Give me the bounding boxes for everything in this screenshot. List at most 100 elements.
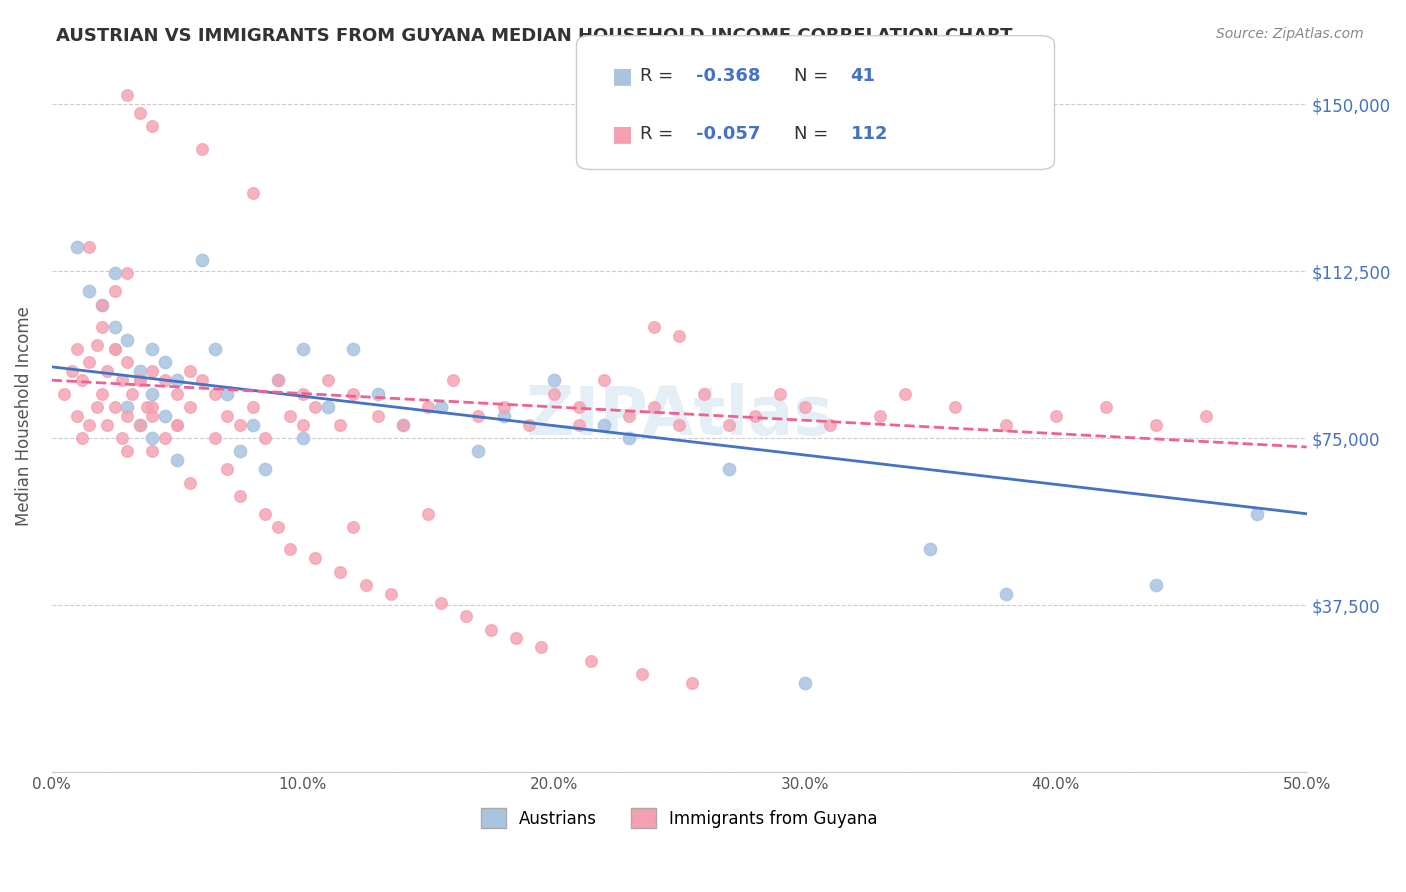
Point xyxy=(66,342,89,356)
Point xyxy=(1144,578,1167,592)
Point xyxy=(79,239,101,253)
Point xyxy=(153,373,176,387)
Point xyxy=(266,373,288,387)
Point xyxy=(1246,507,1268,521)
Point xyxy=(242,186,264,201)
Point xyxy=(179,475,201,490)
Point xyxy=(266,520,288,534)
Point xyxy=(166,386,188,401)
Point xyxy=(96,364,118,378)
Point xyxy=(254,462,277,476)
Point xyxy=(136,400,159,414)
Point xyxy=(91,386,114,401)
Text: R =: R = xyxy=(640,125,679,143)
Text: R =: R = xyxy=(640,67,679,85)
Text: -0.368: -0.368 xyxy=(696,67,761,85)
Point xyxy=(304,551,326,566)
Point xyxy=(392,417,415,432)
Point xyxy=(1095,400,1118,414)
Point xyxy=(793,676,815,690)
Point xyxy=(818,417,841,432)
Point xyxy=(141,364,163,378)
Point xyxy=(217,386,239,401)
Point xyxy=(693,386,716,401)
Point xyxy=(278,542,301,557)
Point xyxy=(329,417,352,432)
Point xyxy=(191,252,214,267)
Point xyxy=(53,386,76,401)
Point xyxy=(111,431,134,445)
Point xyxy=(229,444,252,458)
Point xyxy=(291,342,314,356)
Point xyxy=(430,400,453,414)
Point xyxy=(505,632,527,646)
Point xyxy=(242,400,264,414)
Text: N =: N = xyxy=(794,125,834,143)
Text: N =: N = xyxy=(794,67,834,85)
Point xyxy=(121,386,143,401)
Point xyxy=(229,489,252,503)
Point xyxy=(418,400,440,414)
Point xyxy=(479,623,502,637)
Text: -0.057: -0.057 xyxy=(696,125,761,143)
Point xyxy=(141,400,163,414)
Point xyxy=(568,417,591,432)
Point xyxy=(70,431,93,445)
Point xyxy=(593,417,616,432)
Point xyxy=(380,587,402,601)
Point xyxy=(115,400,138,414)
Point xyxy=(869,409,891,423)
Point xyxy=(254,507,277,521)
Point xyxy=(643,400,665,414)
Point xyxy=(86,337,108,351)
Point xyxy=(492,409,515,423)
Point xyxy=(943,400,966,414)
Point xyxy=(191,373,214,387)
Point xyxy=(793,400,815,414)
Point xyxy=(103,342,125,356)
Point xyxy=(86,400,108,414)
Point xyxy=(103,319,125,334)
Point xyxy=(128,417,150,432)
Point xyxy=(217,462,239,476)
Point xyxy=(91,297,114,311)
Point xyxy=(70,373,93,387)
Point xyxy=(115,444,138,458)
Point xyxy=(79,355,101,369)
Point xyxy=(115,88,138,103)
Point xyxy=(467,409,489,423)
Point xyxy=(492,400,515,414)
Point xyxy=(204,342,226,356)
Point xyxy=(229,417,252,432)
Point xyxy=(141,342,163,356)
Text: 41: 41 xyxy=(851,67,876,85)
Point xyxy=(329,565,352,579)
Y-axis label: Median Household Income: Median Household Income xyxy=(15,306,32,525)
Point xyxy=(166,373,188,387)
Point xyxy=(291,386,314,401)
Point xyxy=(153,355,176,369)
Point xyxy=(1045,409,1067,423)
Point xyxy=(769,386,792,401)
Point xyxy=(66,239,89,253)
Point xyxy=(153,431,176,445)
Point xyxy=(593,373,616,387)
Point xyxy=(103,400,125,414)
Point xyxy=(718,417,741,432)
Point xyxy=(291,431,314,445)
Point xyxy=(367,386,389,401)
Point xyxy=(342,386,364,401)
Point xyxy=(543,373,565,387)
Point xyxy=(467,444,489,458)
Point xyxy=(920,542,942,557)
Point xyxy=(242,417,264,432)
Text: ■: ■ xyxy=(612,124,633,144)
Point xyxy=(278,409,301,423)
Point xyxy=(128,373,150,387)
Point xyxy=(441,373,464,387)
Point xyxy=(115,266,138,280)
Text: AUSTRIAN VS IMMIGRANTS FROM GUYANA MEDIAN HOUSEHOLD INCOME CORRELATION CHART: AUSTRIAN VS IMMIGRANTS FROM GUYANA MEDIA… xyxy=(56,27,1012,45)
Point xyxy=(66,409,89,423)
Point xyxy=(994,417,1017,432)
Point xyxy=(103,342,125,356)
